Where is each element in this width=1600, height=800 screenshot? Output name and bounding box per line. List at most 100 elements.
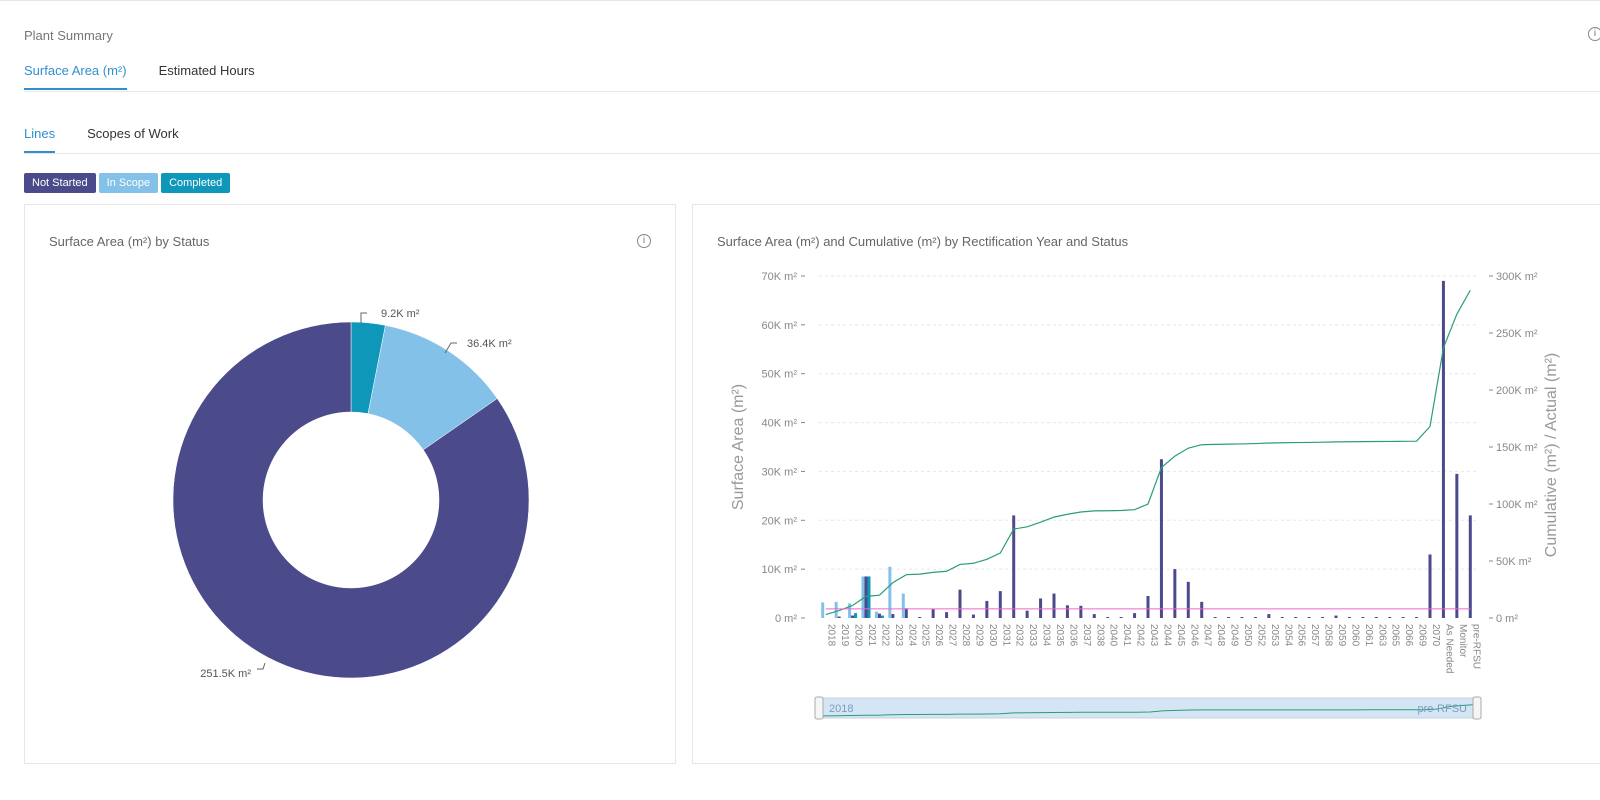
bar-in-scope bbox=[821, 602, 825, 618]
x-tick-label: 2061 bbox=[1363, 624, 1374, 647]
donut-data-label: 251.5K m² bbox=[200, 668, 251, 680]
x-tick-label: 2025 bbox=[920, 624, 931, 647]
bar-in-scope bbox=[888, 566, 892, 618]
x-tick-label: 2031 bbox=[1000, 624, 1011, 647]
x-tick-label: 2050 bbox=[1242, 624, 1253, 647]
y-tick-label: 30K m² bbox=[762, 466, 798, 478]
tab-lines[interactable]: Lines bbox=[24, 123, 56, 153]
bar-not-started bbox=[877, 613, 881, 618]
bar-not-started bbox=[1146, 596, 1150, 618]
x-tick-label: 2018 bbox=[826, 624, 837, 647]
x-tick-label: pre-RFSU bbox=[1470, 624, 1481, 669]
x-tick-label: 2020 bbox=[853, 624, 864, 647]
bar-not-started bbox=[1106, 617, 1110, 618]
y2-axis-title: Cumulative (m²) / Actual (m²) bbox=[1543, 353, 1560, 557]
y-tick-label: 0 m² bbox=[775, 613, 797, 625]
x-tick-label: As Needed bbox=[1443, 624, 1454, 673]
range-slider-end-label: pre-RFSU bbox=[1417, 703, 1467, 715]
legend-not-started[interactable]: Not Started bbox=[24, 173, 96, 193]
x-tick-label: 2043 bbox=[1148, 624, 1159, 647]
x-tick-label: 2040 bbox=[1108, 624, 1119, 647]
x-tick-label: 2047 bbox=[1202, 624, 1213, 647]
bar-in-scope bbox=[874, 611, 878, 618]
bar-not-started bbox=[1253, 617, 1257, 618]
bar-not-started bbox=[1455, 473, 1459, 618]
x-tick-label: 2045 bbox=[1175, 624, 1186, 647]
x-tick-label: 2021 bbox=[866, 624, 877, 647]
donut-info-icon[interactable]: i bbox=[637, 234, 651, 248]
main-tabs: Surface Area (m²) Estimated Hours bbox=[24, 60, 255, 90]
x-tick-label: 2023 bbox=[893, 624, 904, 647]
x-tick-label: 2063 bbox=[1376, 624, 1387, 647]
bar-not-started bbox=[1267, 614, 1271, 618]
range-slider-handle-right[interactable] bbox=[1472, 696, 1482, 720]
x-tick-label: 2022 bbox=[879, 624, 890, 647]
y-tick-label: 40K m² bbox=[762, 418, 798, 430]
bar-not-started bbox=[1159, 459, 1163, 618]
x-tick-label: 2056 bbox=[1296, 624, 1307, 647]
tab-surface-area[interactable]: Surface Area (m²) bbox=[24, 60, 127, 90]
tab-estimated-hours[interactable]: Estimated Hours bbox=[158, 63, 255, 78]
donut-data-label: 9.2K m² bbox=[381, 308, 420, 320]
x-tick-label: 2034 bbox=[1041, 624, 1052, 647]
y2-tick-label: 200K m² bbox=[1496, 385, 1538, 397]
bar-in-scope bbox=[848, 603, 852, 618]
tab-scopes-of-work[interactable]: Scopes of Work bbox=[87, 126, 179, 141]
x-tick-label: 2057 bbox=[1309, 624, 1320, 647]
x-tick-label: 2058 bbox=[1323, 624, 1334, 647]
top-border bbox=[0, 0, 1600, 1]
y2-tick-label: 150K m² bbox=[1496, 442, 1538, 454]
range-slider-handle-left[interactable] bbox=[814, 696, 824, 720]
donut-data-label: 36.4K m² bbox=[467, 338, 512, 350]
x-tick-label: 2024 bbox=[906, 624, 917, 647]
legend-completed[interactable]: Completed bbox=[161, 173, 231, 193]
bar-not-started bbox=[1052, 593, 1056, 618]
bar-completed bbox=[880, 615, 884, 618]
legend-in-scope[interactable]: In Scope bbox=[98, 173, 159, 193]
bar-not-started bbox=[985, 600, 989, 618]
y-tick-label: 20K m² bbox=[762, 515, 798, 527]
bar-not-started bbox=[1025, 610, 1029, 618]
sub-tabs: Lines Scopes of Work bbox=[24, 123, 179, 153]
x-tick-label: 2060 bbox=[1349, 624, 1360, 647]
x-tick-label: 2042 bbox=[1135, 624, 1146, 647]
sub-tabs-divider bbox=[24, 153, 1600, 154]
bar-not-started bbox=[1441, 280, 1445, 618]
status-legend: Not Started In Scope Completed bbox=[24, 173, 231, 193]
bar-not-started bbox=[1079, 605, 1083, 618]
x-tick-label: 2041 bbox=[1121, 624, 1132, 647]
bar-not-started bbox=[1186, 581, 1190, 618]
x-tick-label: 2038 bbox=[1094, 624, 1105, 647]
x-tick-label: 2026 bbox=[933, 624, 944, 647]
y-tick-label: 70K m² bbox=[762, 271, 798, 283]
x-tick-label: 2054 bbox=[1282, 624, 1293, 647]
bar-not-started bbox=[918, 617, 922, 618]
bar-not-started bbox=[945, 612, 949, 618]
bar-not-started bbox=[1468, 515, 1472, 618]
bar-not-started bbox=[1227, 617, 1231, 618]
bar-not-started bbox=[1294, 617, 1298, 618]
range-slider-start-label: 2018 bbox=[829, 703, 853, 715]
y2-tick-label: 0 m² bbox=[1496, 613, 1518, 625]
bar-not-started bbox=[998, 591, 1002, 618]
bar-not-started bbox=[1280, 617, 1284, 618]
bar-not-started bbox=[958, 589, 962, 618]
bar-not-started bbox=[1307, 617, 1311, 618]
donut-slice-not-started bbox=[172, 321, 530, 679]
y-tick-label: 50K m² bbox=[762, 369, 798, 381]
bar-not-started bbox=[891, 614, 895, 618]
x-tick-label: 2044 bbox=[1161, 624, 1172, 647]
x-tick-label: 2028 bbox=[960, 624, 971, 647]
bar-in-scope bbox=[901, 593, 905, 618]
bar-completed bbox=[867, 576, 871, 618]
y2-tick-label: 250K m² bbox=[1496, 328, 1538, 340]
info-icon[interactable]: i bbox=[1588, 27, 1600, 41]
bar-not-started bbox=[1361, 617, 1365, 618]
bar-not-started bbox=[931, 609, 935, 618]
x-tick-label: Monitor bbox=[1457, 624, 1468, 658]
series-line-cumulative bbox=[825, 289, 1471, 616]
bar-not-started bbox=[1065, 605, 1069, 618]
bar-not-started bbox=[1133, 613, 1137, 618]
bar-not-started bbox=[1173, 569, 1177, 618]
bar-not-started bbox=[1240, 617, 1244, 618]
